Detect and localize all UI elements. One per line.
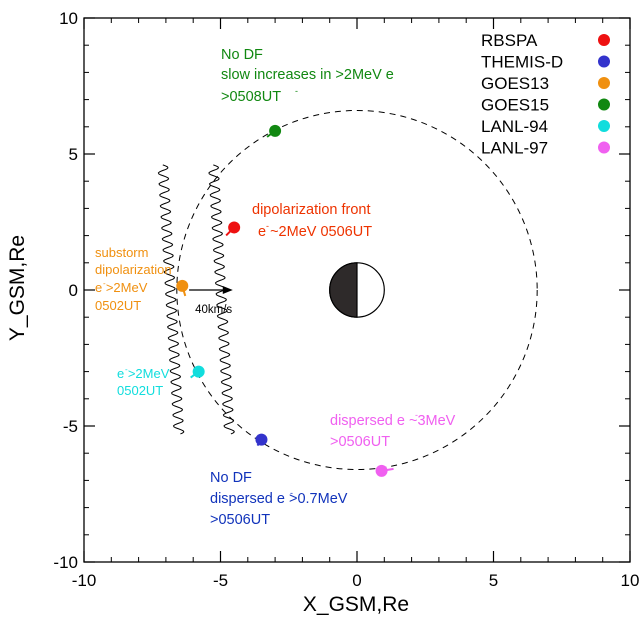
- x-tick-label: 0: [352, 571, 361, 590]
- geosync-orbit: [176, 109, 538, 471]
- point-goes15: [269, 124, 282, 137]
- lanl97-note-line-2: >0506UT: [330, 434, 390, 450]
- axes: -10 -5 0 5 10 -10 -5 0 5 10: [53, 9, 639, 590]
- lanl94-note-sup: -: [125, 365, 128, 374]
- annotation-goes13: substorm dipolarization e >2MeV 0502UT -: [95, 245, 172, 313]
- legend-label-rbspa: RBSPA: [481, 31, 538, 50]
- lanl94-note-line-1: e >2MeV: [117, 366, 170, 381]
- rbspa-note-sup: -: [266, 221, 269, 231]
- rbspa-note-line-1: dipolarization front: [252, 202, 371, 218]
- themis-note-line-1: No DF: [210, 470, 252, 486]
- front-2: [208, 164, 235, 435]
- legend-label-goes15: GOES15: [481, 96, 549, 115]
- legend: RBSPA THEMIS-D GOES13 GOES15 LANL-94 LANL-97: [481, 31, 610, 158]
- x-tick-label: 10: [621, 571, 640, 590]
- point-rbspa: [228, 221, 241, 234]
- point-lanl-94: [192, 365, 205, 378]
- y-tick-label: 0: [69, 281, 78, 300]
- velocity-arrow: 40km/s: [189, 286, 233, 316]
- y-tick-label: 5: [69, 145, 78, 164]
- x-tick-label: 5: [489, 571, 498, 590]
- y-tick-label: -10: [53, 553, 78, 572]
- goes13-note-line-4: 0502UT: [95, 298, 141, 313]
- goes13-note-line-3: e >2MeV: [95, 280, 148, 295]
- legend-marker-goes15: [598, 98, 610, 111]
- goes15-note-line-1: No DF: [221, 47, 263, 63]
- goes15-note-line-2: slow increases in >2MeV e: [221, 67, 394, 83]
- annotation-lanl97: dispersed e ~3MeV >0506UT -: [330, 410, 456, 450]
- rbspa-note-line-2: e ~2MeV 0506UT: [258, 224, 372, 240]
- front-1: [157, 164, 185, 435]
- goes13-note-line-2: dipolarization: [95, 262, 172, 277]
- legend-label-goes13: GOES13: [481, 74, 549, 93]
- earth-night-side: [329, 262, 358, 318]
- themis-note-line-3: >0506UT: [210, 512, 270, 528]
- annotation-themis: No DF dispersed e >0.7MeV >0506UT -: [210, 470, 348, 528]
- themis-note-sup: -: [290, 488, 293, 498]
- y-axis-label: Y_GSM,Re: [6, 235, 29, 341]
- legend-marker-goes13: [598, 77, 610, 89]
- legend-label-lanl-94: LANL-94: [481, 117, 548, 136]
- themis-note-line-2: dispersed e >0.7MeV: [210, 491, 348, 507]
- annotation-goes15: No DF slow increases in >2MeV e >0508UT …: [221, 47, 394, 105]
- annotation-lanl94: e >2MeV 0502UT -: [117, 365, 170, 398]
- goes15-note-sup: -: [295, 86, 298, 96]
- x-tick-label: -5: [213, 571, 228, 590]
- lanl97-note-line-1: dispersed e ~3MeV: [330, 413, 456, 429]
- point-themis-d: [255, 433, 268, 446]
- x-tick-label: -10: [72, 571, 97, 590]
- x-axis-label: X_GSM,Re: [303, 593, 409, 616]
- velocity-label: 40km/s: [195, 304, 232, 316]
- lanl97-note-sup: -: [415, 410, 418, 420]
- point-goes13: [176, 279, 189, 292]
- fronts: [157, 164, 235, 435]
- earth: [329, 262, 385, 318]
- orbit-circle: [176, 109, 538, 471]
- legend-marker-lanl-97: [598, 141, 610, 154]
- goes13-note-line-1: substorm: [95, 245, 148, 260]
- annotation-rbspa: dipolarization front e ~2MeV 0506UT -: [252, 202, 372, 240]
- goes13-note-sup: -: [103, 279, 106, 288]
- legend-label-lanl-97: LANL-97: [481, 139, 548, 158]
- satellite-points: [176, 124, 394, 477]
- point-lanl-97: [375, 464, 388, 477]
- legend-marker-lanl-94: [598, 120, 610, 132]
- legend-marker-themis-d: [598, 55, 610, 68]
- lanl94-note-line-2: 0502UT: [117, 383, 163, 398]
- legend-label-themis-d: THEMIS-D: [481, 53, 563, 72]
- velocity-arrow-head: [222, 286, 233, 294]
- y-tick-label: -5: [63, 417, 78, 436]
- legend-marker-rbspa: [598, 34, 610, 46]
- goes15-note-line-3: >0508UT: [221, 89, 281, 105]
- y-tick-label: 10: [59, 9, 78, 28]
